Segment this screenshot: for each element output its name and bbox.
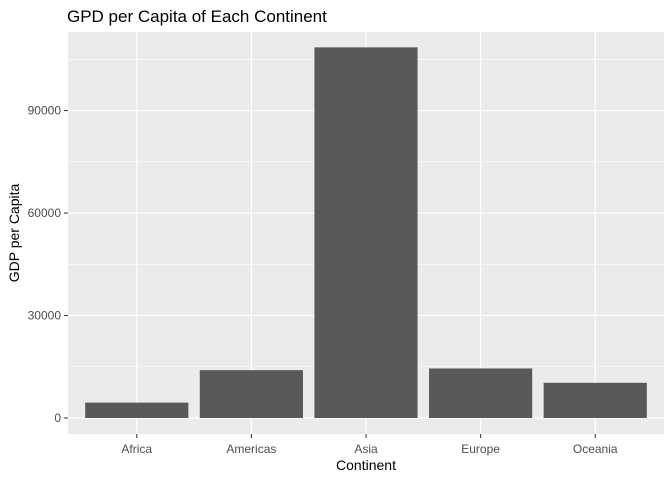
bar-africa [85,402,189,418]
chart-title: GPD per Capita of Each Continent [67,7,327,26]
y-tick-label: 0 [54,411,61,425]
bar-asia [314,47,418,419]
x-tick-label: Europe [461,442,500,456]
y-tick-label: 60000 [28,206,62,220]
bar-americas [199,370,303,418]
bar-europe [429,368,533,418]
bar-oceania [543,382,647,418]
y-axis: 0 30000 60000 90000 [28,104,68,425]
y-tick-label: 30000 [28,309,62,323]
y-axis-title: GDP per Capita [6,184,22,283]
x-axis-title: Continent [336,457,396,473]
x-tick-label: Oceania [573,442,618,456]
x-axis: Africa Americas Asia Europe Oceania [121,434,618,456]
x-tick-label: Africa [121,442,152,456]
x-tick-label: Americas [226,442,276,456]
bars [85,47,647,419]
x-tick-label: Asia [354,442,378,456]
y-tick-label: 90000 [28,104,62,118]
